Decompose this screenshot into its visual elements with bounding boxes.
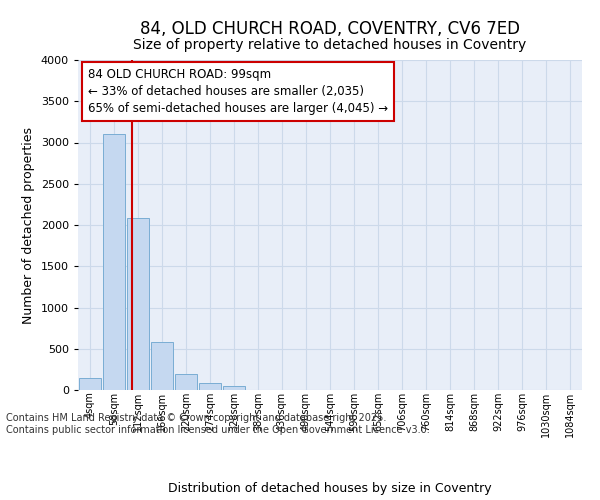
Text: Size of property relative to detached houses in Coventry: Size of property relative to detached ho… (133, 38, 527, 52)
Bar (223, 386, 245, 390)
Bar (175, 374, 197, 390)
Bar (79, 378, 101, 390)
Text: Distribution of detached houses by size in Coventry: Distribution of detached houses by size … (168, 482, 492, 495)
Text: 84, OLD CHURCH ROAD, COVENTRY, CV6 7ED: 84, OLD CHURCH ROAD, COVENTRY, CV6 7ED (140, 20, 520, 38)
Bar (127, 218, 149, 390)
Bar (151, 342, 173, 390)
Text: 84 OLD CHURCH ROAD: 99sqm
← 33% of detached houses are smaller (2,035)
65% of se: 84 OLD CHURCH ROAD: 99sqm ← 33% of detac… (88, 68, 388, 116)
Y-axis label: Number of detached properties: Number of detached properties (22, 126, 35, 324)
Text: Contains HM Land Registry data © Crown copyright and database right 2025.
Contai: Contains HM Land Registry data © Crown c… (6, 414, 430, 435)
Bar (199, 384, 221, 390)
Bar (103, 134, 125, 390)
